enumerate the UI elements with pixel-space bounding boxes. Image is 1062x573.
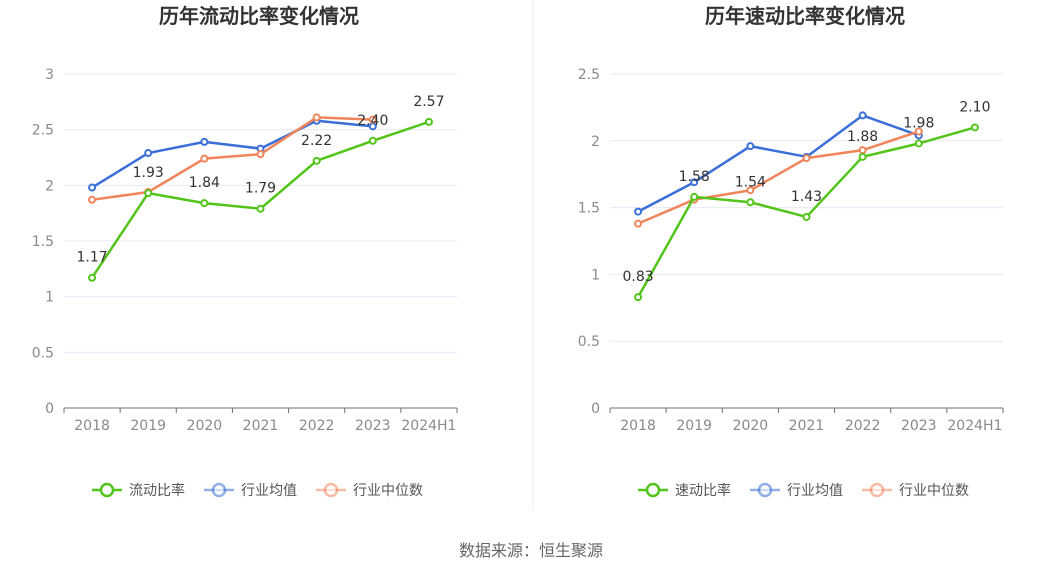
data-point-0 (256, 204, 265, 213)
data-point-1 (88, 183, 97, 192)
data-point-0 (312, 156, 321, 165)
data-label: 1.88 (847, 129, 878, 145)
y-tick-label: 2.5 (32, 123, 54, 139)
chart-title: 历年速动比率变化情况 (705, 4, 905, 28)
y-tick-label: 2.5 (578, 67, 600, 83)
data-label: 2.10 (959, 99, 990, 115)
data-point-0 (368, 136, 377, 145)
data-label: 1.58 (679, 169, 710, 185)
legend-marker (645, 482, 661, 498)
legend-label: 行业均值 (787, 483, 843, 499)
data-label: 2.40 (357, 113, 388, 129)
data-point-2 (256, 150, 265, 159)
x-tick-label: 2021 (243, 418, 279, 434)
data-point-0 (970, 123, 979, 132)
x-tick-label: 2022 (845, 418, 881, 434)
x-tick-label: 2020 (187, 418, 223, 434)
data-point-2 (200, 154, 209, 163)
x-tick-label: 2022 (299, 418, 335, 434)
x-tick-label: 2024H1 (401, 418, 456, 434)
y-tick-label: 3 (45, 67, 54, 83)
chart-title: 历年流动比率变化情况 (159, 4, 359, 28)
legend-label: 流动比率 (129, 482, 185, 499)
data-point-0 (802, 212, 811, 221)
data-label: 1.84 (189, 175, 220, 191)
data-label: 1.17 (76, 250, 107, 266)
data-point-1 (690, 178, 699, 187)
data-point-2 (746, 186, 755, 195)
series-line-2 (637, 130, 920, 225)
legend-label: 行业中位数 (353, 483, 423, 499)
y-tick-label: 2 (591, 134, 600, 150)
x-tick-label: 2023 (901, 418, 937, 434)
y-tick-label: 0 (45, 401, 54, 417)
y-tick-label: 0 (591, 401, 600, 417)
data-label: 1.43 (791, 189, 822, 205)
legend-marker (211, 482, 227, 498)
data-source: 数据来源：恒生聚源 (459, 541, 603, 560)
legend-marker (869, 482, 885, 498)
current-ratio-chart: 历年流动比率变化情况 0 0.5 1 1.5 2 2.5 3 2018 2019 2020 2021 2… (32, 4, 458, 499)
quick-ratio-chart: 历年速动比率变化情况 0 0.5 1 1.5 2 2.5 2018 2019 2020 2021 20… (578, 4, 1004, 499)
data-label: 1.98 (903, 115, 934, 131)
data-point-0 (690, 192, 699, 201)
data-label: 2.57 (413, 94, 444, 110)
data-label: 2.22 (301, 133, 332, 149)
y-tick-label: 1 (45, 290, 54, 306)
data-point-1 (746, 142, 755, 151)
data-point-2 (914, 127, 923, 136)
data-point-2 (634, 219, 643, 228)
data-point-2 (368, 115, 377, 124)
x-tick-label: 2018 (620, 418, 656, 434)
series-line-1 (91, 119, 373, 189)
x-tick-label: 2019 (130, 418, 166, 434)
x-tick-label: 2024H1 (947, 418, 1002, 434)
legend-label: 行业均值 (241, 483, 297, 499)
data-point-2 (312, 113, 321, 122)
legend-marker (323, 482, 339, 498)
data-point-1 (634, 207, 643, 216)
series-line-2 (91, 116, 373, 202)
data-point-0 (746, 198, 755, 207)
data-point-0 (200, 199, 209, 208)
y-tick-label: 0.5 (578, 334, 600, 350)
legend-label: 行业中位数 (899, 483, 969, 499)
data-label: 0.83 (622, 269, 653, 285)
data-point-1 (858, 111, 867, 120)
x-tick-label: 2018 (74, 418, 110, 434)
y-tick-label: 1.5 (578, 201, 600, 217)
data-label: 1.54 (735, 174, 766, 190)
data-point-0 (914, 139, 923, 148)
x-tick-label: 2023 (355, 418, 391, 434)
legend-marker (99, 482, 115, 498)
x-tick-label: 2019 (676, 418, 712, 434)
y-tick-label: 1 (591, 267, 600, 283)
legend-marker (757, 482, 773, 498)
data-point-0 (634, 293, 643, 302)
data-point-0 (424, 117, 433, 126)
data-point-2 (802, 154, 811, 163)
series-line-1 (637, 114, 920, 213)
data-point-2 (858, 146, 867, 155)
data-point-2 (88, 195, 97, 204)
data-point-1 (144, 149, 153, 158)
data-label: 1.79 (245, 181, 276, 197)
data-point-0 (858, 152, 867, 161)
data-label: 1.93 (133, 165, 164, 181)
data-point-0 (88, 273, 97, 282)
y-tick-label: 2 (45, 178, 54, 194)
legend-label: 速动比率 (675, 482, 731, 499)
y-tick-label: 1.5 (32, 234, 54, 250)
x-tick-label: 2021 (789, 418, 825, 434)
y-tick-label: 0.5 (32, 345, 54, 361)
data-point-1 (200, 137, 209, 146)
x-tick-label: 2020 (733, 418, 769, 434)
data-point-0 (144, 189, 153, 198)
